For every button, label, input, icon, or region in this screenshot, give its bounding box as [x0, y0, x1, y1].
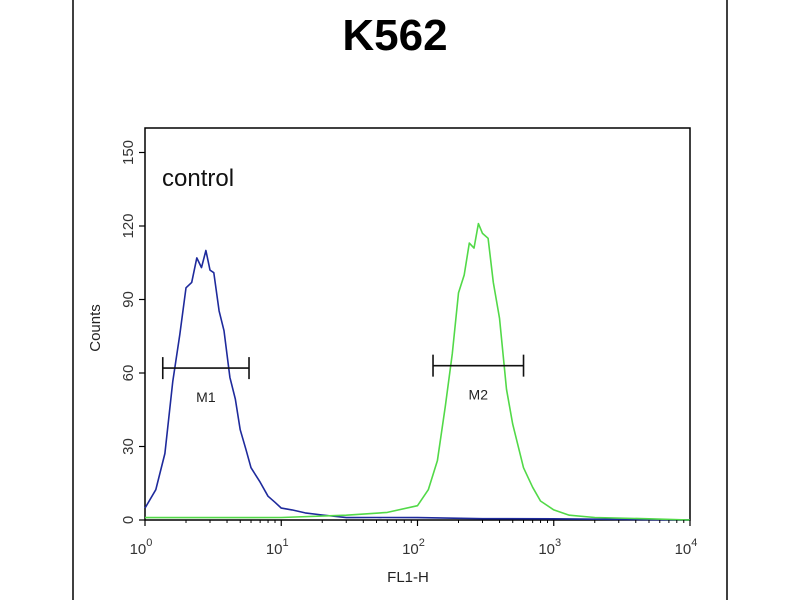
x-axis-label: FL1-H	[387, 569, 429, 586]
x-tick-label-4: 104	[675, 537, 698, 558]
y-tick-label-2: 60	[120, 365, 137, 382]
y-tick-label-3: 90	[120, 291, 137, 308]
chart-title: K562	[342, 11, 447, 60]
series-layer	[144, 222, 691, 521]
y-axis-label: Counts	[87, 304, 104, 352]
series-line-2	[144, 222, 691, 521]
gate-label-m1: M1	[196, 389, 216, 405]
y-tick-label-1: 30	[120, 438, 137, 455]
axis-ticks: 100 101 102 103 104 0 30 60 90 120 150	[120, 140, 697, 558]
gate-label-m2: M2	[469, 387, 489, 403]
y-tick-label-5: 150	[120, 140, 137, 165]
x-tick-label-3: 103	[538, 537, 561, 558]
x-tick-label-0: 100	[130, 537, 153, 558]
control-label: control	[162, 165, 234, 192]
x-tick-label-1: 101	[266, 537, 289, 558]
y-tick-label-4: 120	[120, 213, 137, 238]
gate-markers: M1 M2	[161, 354, 525, 405]
series-line-1	[144, 249, 691, 521]
x-tick-label-2: 102	[402, 537, 425, 558]
y-tick-label-0: 0	[120, 516, 137, 524]
